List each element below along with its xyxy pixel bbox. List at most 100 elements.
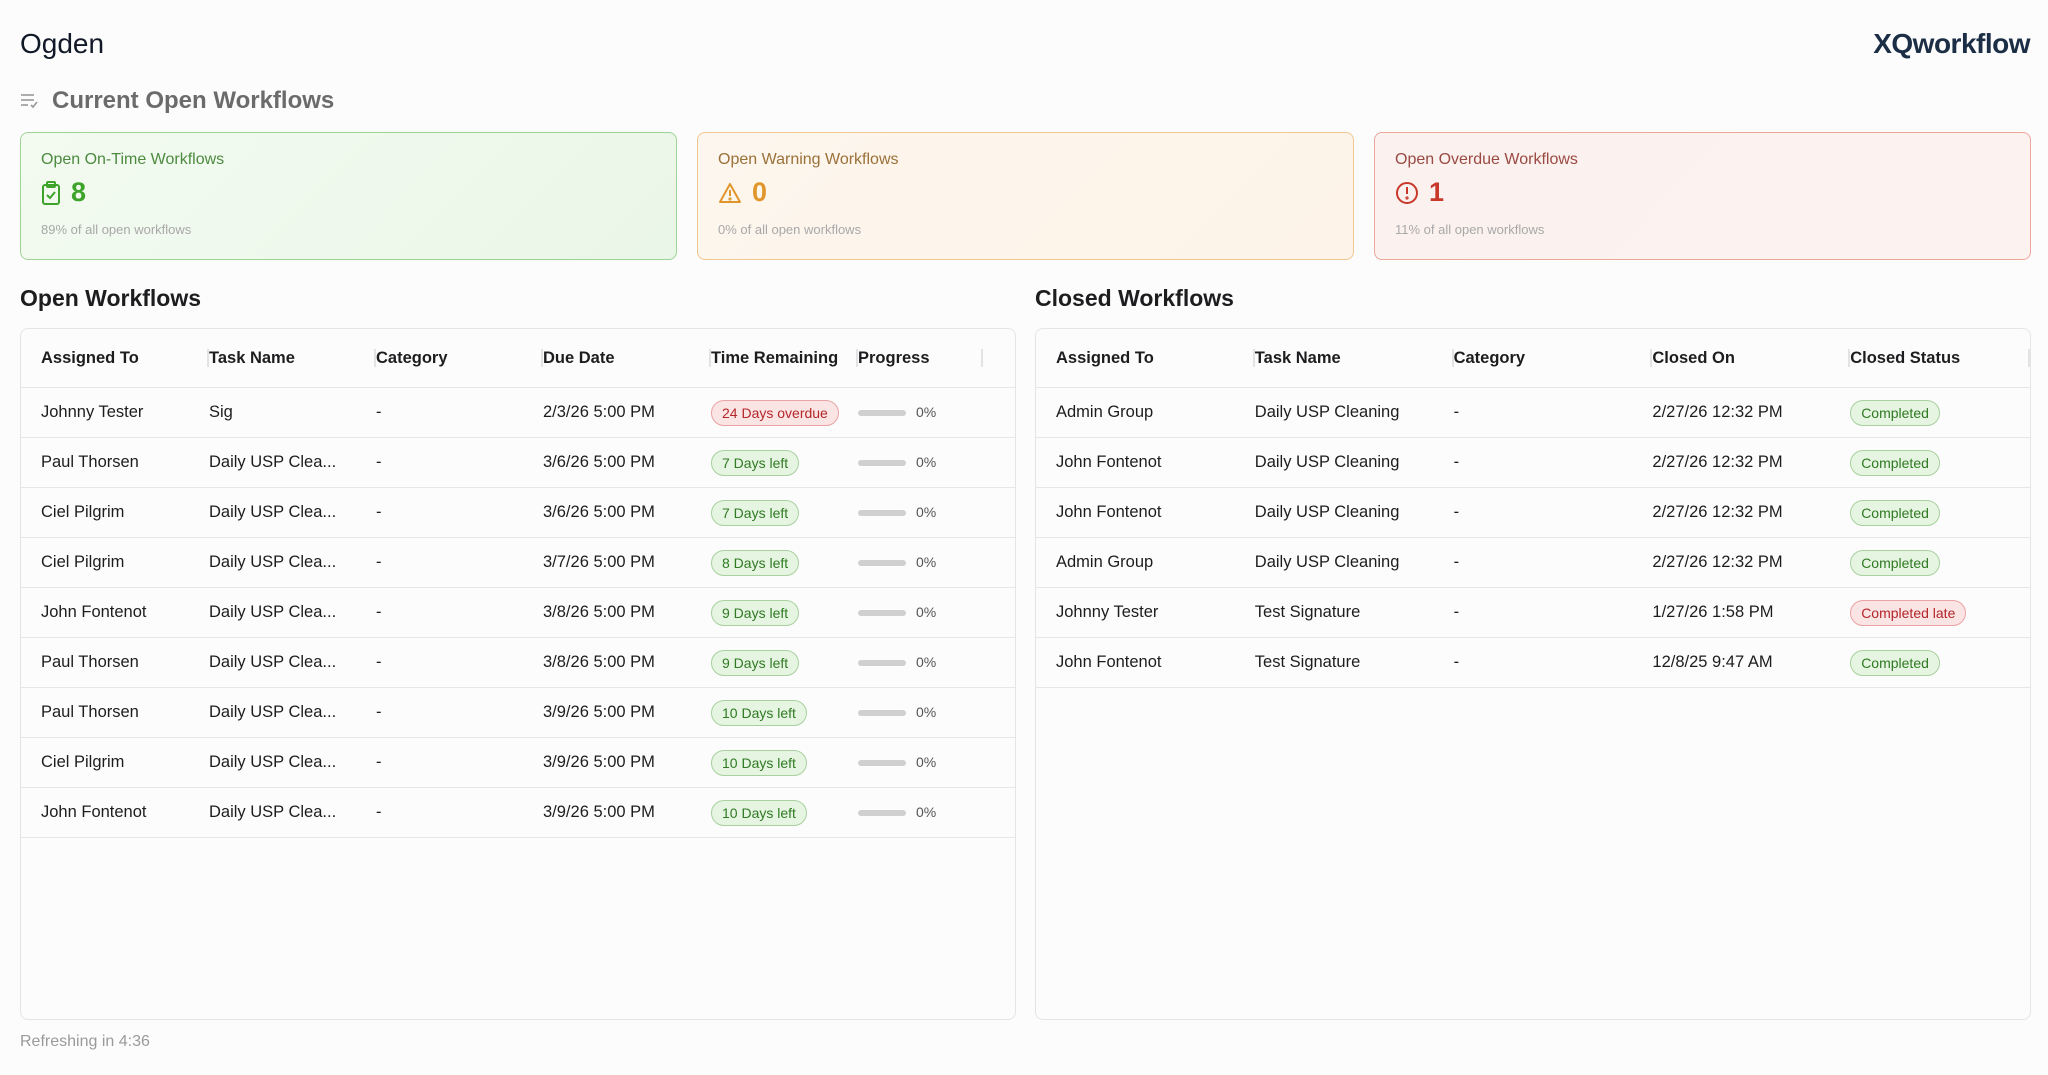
table-cell: 0% <box>858 803 983 822</box>
card-value: 0 <box>752 177 768 207</box>
table-cell: - <box>376 503 382 521</box>
progress-bar <box>858 509 906 516</box>
table-cell: Daily USP Clea... <box>209 553 337 571</box>
progress-percent: 0% <box>916 504 937 520</box>
table-row[interactable]: John Fontenot Daily USP Cleaning - 2/27/26 … <box>1036 488 2030 538</box>
table-cell: Daily USP Cleaning <box>1254 403 1400 421</box>
table-cell: 3/8/26 5:00 PM <box>543 653 655 671</box>
progress-percent: 0% <box>916 454 937 470</box>
table-header-row: Assigned To Task Name Category Due Date Time… <box>21 329 1015 388</box>
table-cell: - <box>376 803 382 821</box>
column-header[interactable]: Task Name <box>209 347 376 369</box>
table-row[interactable]: Johnny Tester Test Signature - 1/27/26 1:58… <box>1036 588 2030 638</box>
table-cell: - <box>376 753 382 771</box>
table-cell: Daily USP Cleaning <box>1254 453 1400 471</box>
table-cell: 0% <box>858 503 983 522</box>
progress-bar <box>858 559 906 566</box>
column-header[interactable]: Assigned To <box>41 347 209 369</box>
progress-percent: 0% <box>916 804 937 820</box>
table-row[interactable]: John Fontenot Daily USP Cleaning - 2/27/26 … <box>1036 438 2030 488</box>
status-badge: 10 Days left <box>711 799 807 826</box>
card-on-time[interactable]: Open On-Time Workflows 8 89% of all open… <box>20 132 677 260</box>
table-row[interactable]: John Fontenot Daily USP Clea... - 3/8/26 5:… <box>21 588 1015 638</box>
progress-percent: 0% <box>916 654 937 670</box>
table-cell: 9 Days left <box>711 599 858 626</box>
table-row[interactable]: Paul Thorsen Daily USP Clea... - 3/9/26 5:0… <box>21 688 1015 738</box>
card-subtext: 89% of all open workflows <box>41 222 192 237</box>
card-overdue[interactable]: Open Overdue Workflows 1 11% of all open… <box>1374 132 2031 260</box>
table-cell: Completed <box>1850 449 2030 476</box>
table-cell: 24 Days overdue <box>711 399 858 426</box>
table-cell: John Fontenot <box>1056 503 1162 521</box>
column-header[interactable]: Category <box>376 347 543 369</box>
column-header[interactable]: Category <box>1454 347 1653 369</box>
clipboard-check-icon <box>42 180 60 205</box>
table-cell: 10 Days left <box>711 749 858 776</box>
table-cell: John Fontenot <box>41 803 147 821</box>
progress-percent: 0% <box>916 704 937 720</box>
table-cell: 0% <box>858 403 983 422</box>
status-badge: 10 Days left <box>711 749 807 776</box>
closed-workflows-table: Assigned To Task Name Category Closed On Clo… <box>1035 328 2031 1020</box>
table-cell: 9 Days left <box>711 649 858 676</box>
progress-percent: 0% <box>916 404 937 420</box>
table-cell: 3/7/26 5:00 PM <box>543 553 655 571</box>
table-cell: 2/27/26 12:32 PM <box>1652 403 1783 421</box>
table-row[interactable]: Ciel Pilgrim Daily USP Clea... - 3/6/26 5:0… <box>21 488 1015 538</box>
table-row[interactable]: Admin Group Daily USP Cleaning - 2/27/26 12… <box>1036 538 2030 588</box>
table-cell: 3/9/26 5:00 PM <box>543 703 655 721</box>
list-check-icon <box>21 94 38 109</box>
table-row[interactable]: John Fontenot Daily USP Clea... - 3/9/26 5:… <box>21 788 1015 838</box>
open-workflows-title: Open Workflows <box>20 285 202 311</box>
table-cell: 8 Days left <box>711 549 858 576</box>
card-warning[interactable]: Open Warning Workflows 0 0% of all open … <box>697 132 1354 260</box>
table-cell: Daily USP Clea... <box>209 703 337 721</box>
table-cell: - <box>1453 403 1460 421</box>
table-row[interactable]: Johnny Tester Sig - 2/3/26 5:00 PM 24 Days o… <box>21 388 1015 438</box>
column-header[interactable]: Task Name <box>1255 347 1454 369</box>
status-badge: Completed late <box>1850 599 1967 626</box>
table-cell: Daily USP Clea... <box>209 653 337 671</box>
table-row[interactable]: Ciel Pilgrim Daily USP Clea... - 3/9/26 5:0… <box>21 738 1015 788</box>
section-header: Current Open Workflows <box>20 87 334 115</box>
column-header[interactable]: Progress <box>858 347 983 369</box>
table-row[interactable]: Ciel Pilgrim Daily USP Clea... - 3/7/26 5:0… <box>21 538 1015 588</box>
status-badge: 9 Days left <box>711 649 800 676</box>
table-cell: Completed <box>1850 549 2030 576</box>
table-row[interactable]: Admin Group Daily USP Cleaning - 2/27/26 12… <box>1036 388 2030 438</box>
table-cell: Completed <box>1850 649 2030 676</box>
progress-bar <box>858 659 906 666</box>
table-cell: Sig <box>209 403 233 421</box>
table-cell: - <box>376 603 382 621</box>
table-cell: 10 Days left <box>711 699 858 726</box>
table-row[interactable]: John Fontenot Test Signature - 12/8/25 9:47… <box>1036 638 2030 688</box>
status-badge: 9 Days left <box>711 599 800 626</box>
column-header[interactable]: Closed Status <box>1850 347 2030 369</box>
progress-percent: 0% <box>916 754 937 770</box>
card-value: 1 <box>1429 177 1445 207</box>
table-cell: Daily USP Clea... <box>209 453 337 471</box>
table-row[interactable]: Paul Thorsen Daily USP Clea... - 3/8/26 5:0… <box>21 638 1015 688</box>
table-row[interactable]: Paul Thorsen Daily USP Clea... - 3/6/26 5:0… <box>21 438 1015 488</box>
table-cell: 3/9/26 5:00 PM <box>543 753 655 771</box>
table-cell: - <box>1453 453 1460 471</box>
table-cell: - <box>376 703 382 721</box>
table-cell: - <box>1453 503 1460 521</box>
progress-percent: 0% <box>916 554 937 570</box>
closed-workflows-title: Closed Workflows <box>1035 285 1234 311</box>
table-cell: 0% <box>858 653 983 672</box>
table-cell: 0% <box>858 703 983 722</box>
column-header[interactable]: Time Remaining <box>711 347 858 369</box>
status-badge: Completed <box>1850 549 1940 576</box>
table-cell: Completed <box>1850 399 2030 426</box>
table-cell: Daily USP Clea... <box>209 503 337 521</box>
column-header[interactable]: Due Date <box>543 347 711 369</box>
table-cell: Ciel Pilgrim <box>41 553 125 571</box>
progress-bar <box>858 809 906 816</box>
column-header[interactable]: Assigned To <box>1056 347 1255 369</box>
table-cell: Johnny Tester <box>1056 603 1159 621</box>
table-cell: Admin Group <box>1056 403 1154 421</box>
column-header[interactable]: Closed On <box>1652 347 1850 369</box>
site-name: Ogden <box>20 28 105 59</box>
table-cell: Daily USP Cleaning <box>1254 503 1400 521</box>
